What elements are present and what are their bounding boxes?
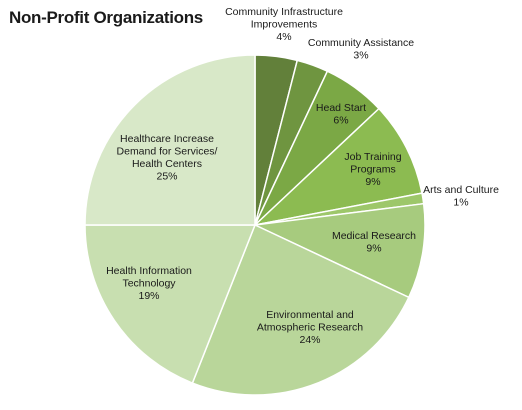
slice-category-label: Programs xyxy=(350,164,396,176)
slice-category-label: Medical Research xyxy=(332,230,416,242)
slice-category-label: Head Start xyxy=(316,102,366,114)
slice-label-8: Healthcare Increase Demand for Services/H… xyxy=(117,133,218,183)
slice-category-label: Technology xyxy=(122,278,176,290)
slice-category-label: Healthcare Increase xyxy=(120,133,214,145)
pie-slice-8 xyxy=(84,54,256,226)
slice-category-label: Environmental and xyxy=(266,309,354,321)
slice-value-label: 9% xyxy=(365,176,380,188)
slice-category-label: Health Centers xyxy=(132,158,202,170)
slice-label-5: Medical Research 9% xyxy=(332,230,416,255)
slice-value-label: 1% xyxy=(453,197,468,209)
slice-category-label: Arts and Culture xyxy=(423,184,499,196)
slice-value-label: 9% xyxy=(366,243,381,255)
slice-label-7: Health Information Technology 19% xyxy=(106,265,192,302)
slice-value-label: 3% xyxy=(353,50,368,62)
slice-category-label: Community Infrastructure xyxy=(225,6,343,18)
slice-value-label: 25% xyxy=(156,171,177,183)
slice-label-4: Arts and Culture 1% xyxy=(423,184,499,209)
slice-value-label: 4% xyxy=(276,31,291,43)
slice-label-1: Community Assistance 3% xyxy=(308,37,414,62)
slice-value-label: 19% xyxy=(138,290,159,302)
pie-slice-3 xyxy=(252,107,423,227)
pie-slice-7 xyxy=(84,224,257,385)
slice-category-label: Community Assistance xyxy=(308,37,414,49)
slice-category-label: Demand for Services/ xyxy=(117,146,218,158)
slice-value-label: 6% xyxy=(333,115,348,127)
pie-slice-6 xyxy=(191,223,410,396)
slice-value-label: 24% xyxy=(299,334,320,346)
slice-category-label: Improvements xyxy=(251,19,318,31)
slice-category-label: Atmospheric Research xyxy=(257,322,363,334)
chart-title: Non-Profit Organizations xyxy=(9,8,203,27)
pie-slice-5 xyxy=(252,202,426,299)
slice-label-6: Environmental and Atmospheric Research 24% xyxy=(257,309,363,346)
slice-category-label: Job Training xyxy=(344,151,401,163)
slice-label-0: Community Infrastructure Improvements 4% xyxy=(225,6,343,43)
slice-label-3: Job Training Programs 9% xyxy=(344,151,401,188)
slice-label-2: Head Start 6% xyxy=(316,102,366,127)
slice-category-label: Health Information xyxy=(106,265,192,277)
